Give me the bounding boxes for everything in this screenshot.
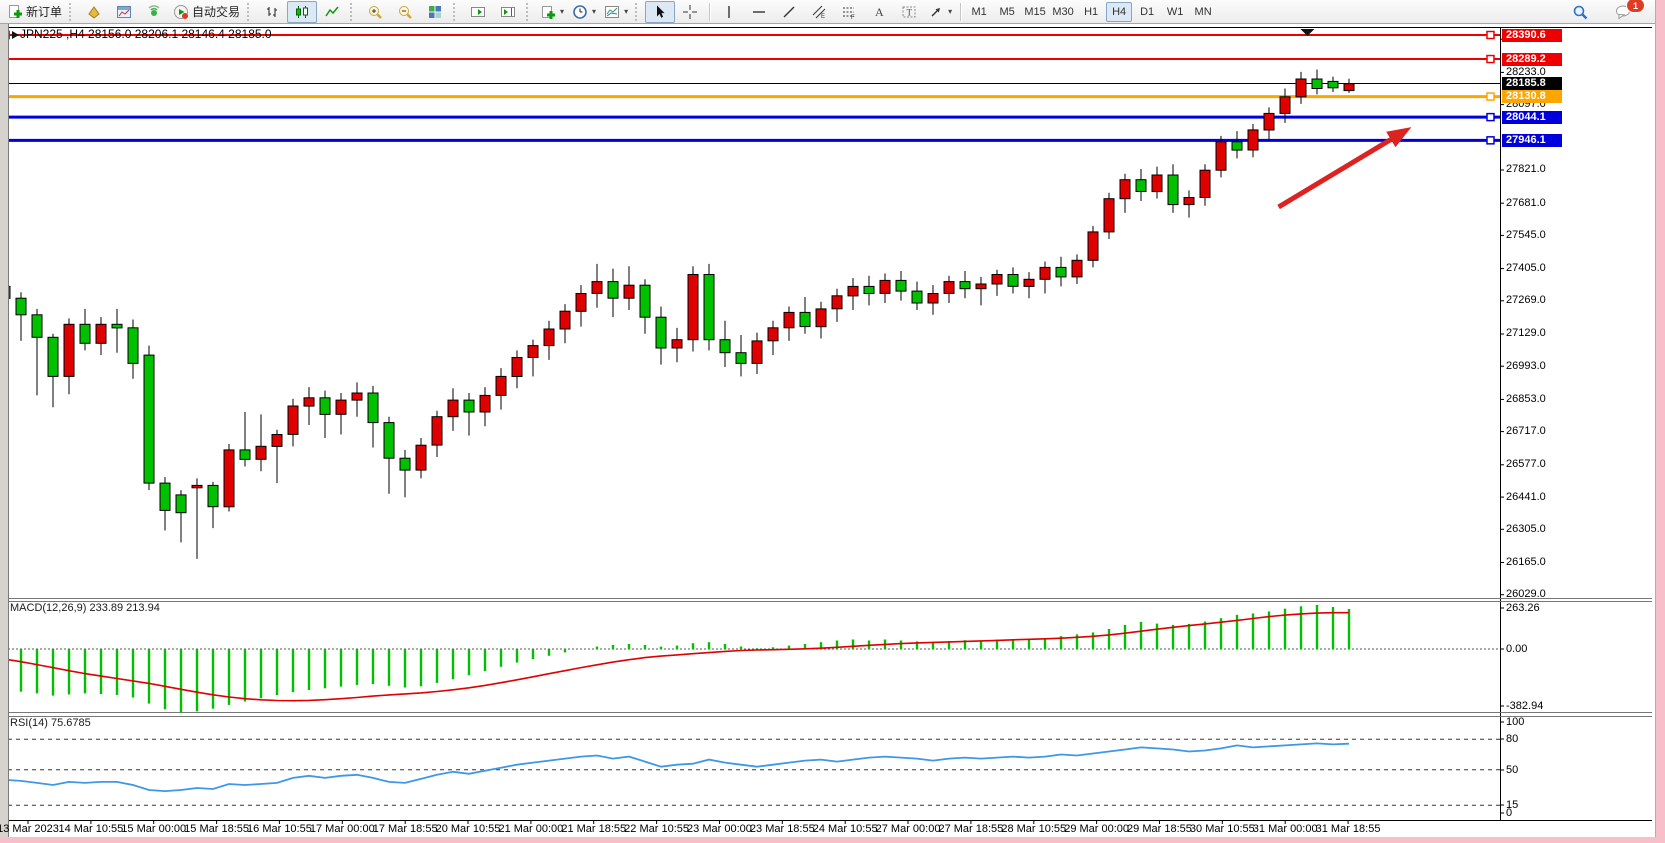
bar-chart-button[interactable] [257, 1, 287, 23]
toolbar-grip [247, 2, 254, 21]
new-chart-icon [542, 5, 556, 19]
toolbar-separator [709, 2, 711, 21]
timeframe-H1[interactable]: H1 [1084, 5, 1099, 18]
period-dropdown[interactable]: ▾ [568, 1, 600, 23]
timeframe-M30[interactable]: M30 [1052, 5, 1074, 18]
auto-scroll-icon [471, 6, 486, 17]
crosshair-button[interactable] [675, 1, 705, 23]
text-tool[interactable]: A [864, 1, 894, 23]
svg-text:E: E [821, 14, 825, 20]
arrows-icon [931, 7, 941, 16]
channel-icon: E [812, 5, 826, 20]
timeframe-H4[interactable]: H4 [1106, 1, 1133, 22]
chart-shift-button[interactable] [493, 1, 523, 23]
timeframe-MN[interactable]: MN [1194, 5, 1212, 18]
timeframe-D1[interactable]: D1 [1140, 5, 1155, 18]
trendline-icon [783, 6, 795, 17]
timeframe-group: M1 M5 M15 M30 H1 H4 D1 W1 MN [965, 1, 1217, 22]
candlestick-icon [296, 5, 309, 18]
tile-windows-button[interactable] [420, 1, 450, 23]
charts-window-button[interactable] [109, 1, 139, 23]
template-icon [605, 5, 620, 18]
trendline-tool[interactable] [774, 1, 804, 23]
line-chart-icon [325, 6, 339, 16]
chevron-down-icon: ▾ [948, 7, 953, 16]
toolbar: 新订单 自动交易 [0, 0, 1655, 24]
level-price-label[interactable]: 28044.1 [1502, 110, 1562, 124]
text-label-icon: T [902, 6, 916, 17]
tile-windows-icon [429, 5, 442, 18]
svg-text:A: A [875, 5, 884, 19]
new-chart-dropdown[interactable]: ▾ [536, 1, 568, 23]
auto-scroll-button[interactable] [463, 1, 493, 23]
toolbar-grip [453, 2, 460, 21]
toolbar-grip [69, 2, 76, 21]
svg-text:F: F [851, 15, 855, 20]
text-label-tool[interactable]: T [894, 1, 924, 23]
notification-badge: 1 [1626, 0, 1645, 13]
channel-tool[interactable]: E [804, 1, 834, 23]
current-price-label[interactable]: 28185.8 [1502, 77, 1562, 91]
level-price-label[interactable]: 28289.2 [1502, 52, 1562, 66]
chevron-down-icon: ▾ [592, 7, 597, 16]
new-order-label: 新订单 [26, 5, 63, 19]
vertical-line-tool[interactable] [714, 1, 744, 23]
market-watch-button[interactable] [79, 1, 109, 23]
chart-shift-icon [501, 6, 516, 17]
cursor-button[interactable] [645, 0, 676, 23]
horizontal-line-icon [753, 10, 766, 13]
timeframe-M15[interactable]: M15 [1024, 5, 1046, 18]
zoom-out-button[interactable] [390, 1, 420, 23]
line-chart-button[interactable] [317, 1, 347, 23]
search-icon [1573, 5, 1587, 19]
svg-text:T: T [907, 7, 913, 17]
window-left-edge [0, 24, 9, 837]
toolbar-separator [960, 2, 962, 21]
timeframe-M5[interactable]: M5 [999, 5, 1015, 18]
chevron-down-icon: ▾ [560, 7, 565, 16]
new-order-icon [9, 4, 22, 18]
auto-trading-button[interactable]: 自动交易 [169, 1, 244, 23]
template-dropdown[interactable]: ▾ [600, 1, 632, 23]
toolbar-grip [526, 2, 533, 21]
bar-chart-icon [267, 6, 278, 17]
toolbar-grip [635, 2, 642, 21]
zoom-in-icon [369, 5, 382, 19]
new-order-button[interactable]: 新订单 [3, 1, 66, 23]
chevron-down-icon: ▾ [624, 7, 629, 16]
period-clock-icon [573, 4, 587, 19]
auto-trading-label: 自动交易 [192, 5, 241, 19]
vertical-line-icon [728, 5, 730, 18]
toolbar-grip [350, 2, 357, 21]
timeframe-W1[interactable]: W1 [1166, 5, 1184, 18]
fibonacci-tool[interactable]: F [834, 1, 864, 23]
signals-icon [148, 4, 160, 16]
text-icon: A [875, 5, 884, 19]
level-price-label[interactable]: 28390.6 [1502, 28, 1562, 42]
chat-button[interactable]: 1 [1609, 0, 1645, 23]
arrows-dropdown[interactable]: ▾ [924, 1, 956, 23]
toolbar-right: 1 [1565, 0, 1645, 23]
charts-window-icon [117, 5, 132, 18]
search-button[interactable] [1565, 1, 1595, 23]
zoom-in-button[interactable] [360, 1, 390, 23]
zoom-out-icon [399, 5, 412, 19]
auto-trading-icon [174, 4, 189, 19]
level-price-label[interactable]: 28130.8 [1502, 90, 1562, 104]
level-price-label[interactable]: 27946.1 [1502, 133, 1562, 147]
horizontal-line-tool[interactable] [744, 1, 774, 23]
cursor-icon [657, 5, 665, 18]
signals-button[interactable] [139, 1, 169, 23]
market-watch-icon [88, 5, 100, 19]
fibonacci-icon: F [843, 7, 855, 20]
candlestick-chart-button[interactable] [287, 0, 318, 23]
crosshair-icon [683, 4, 698, 19]
timeframe-M1[interactable]: M1 [971, 5, 987, 18]
